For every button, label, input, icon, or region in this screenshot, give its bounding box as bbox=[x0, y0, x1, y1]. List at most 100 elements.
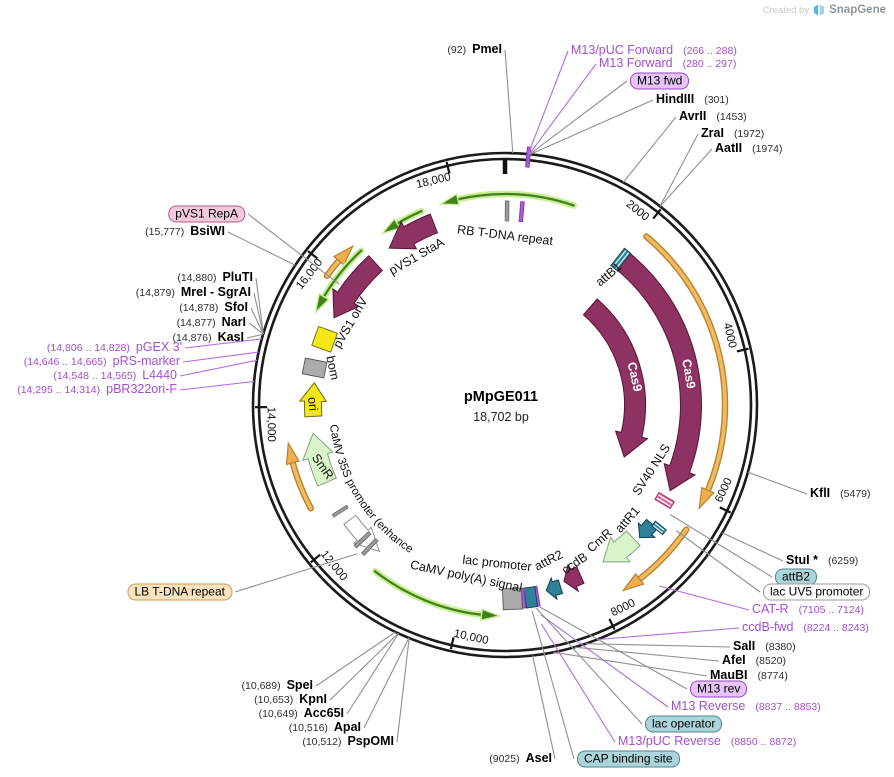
leader-apai bbox=[363, 637, 410, 729]
callout-stui[interactable]: StuI * (6259) bbox=[786, 553, 858, 569]
scale-tick-18000 bbox=[445, 161, 451, 174]
scale-tick-10000 bbox=[449, 637, 455, 650]
callout-spei[interactable]: (10,689) SpeI bbox=[241, 678, 313, 694]
callout-apai[interactable]: (10,516) ApaI bbox=[289, 720, 361, 736]
callout-prs-marker[interactable]: (14,646 .. 14,665) pRS-marker bbox=[24, 354, 180, 370]
pvs1-repa-arrow[interactable] bbox=[332, 255, 384, 319]
callout-aatii-coords: (1974) bbox=[752, 143, 783, 155]
callout-nari-name: NarI bbox=[221, 315, 246, 329]
lac-promoter-box[interactable] bbox=[523, 586, 538, 609]
sv40-nls-site[interactable] bbox=[654, 491, 675, 510]
callout-bsiwi[interactable]: (15,777) BsiWI bbox=[145, 224, 225, 240]
callout-pgex-3[interactable]: (14,806 .. 14,828) pGEX 3' bbox=[47, 340, 182, 356]
callout-cat-r[interactable]: CAT-R (7105 .. 7124) bbox=[752, 602, 864, 618]
callout-kfli[interactable]: KflI (5479) bbox=[810, 486, 871, 502]
scale-label-14000: 14,000 bbox=[265, 407, 277, 442]
callout-l4440[interactable]: (14,548 .. 14,565) L4440 bbox=[53, 368, 177, 384]
callout-m13-rev-box[interactable]: M13 rev bbox=[690, 680, 748, 698]
cas9-inner-arrow[interactable] bbox=[582, 298, 649, 458]
callout-pluti[interactable]: (14,880) PluTI bbox=[177, 270, 253, 286]
green-feature-arrow-1-core bbox=[456, 192, 575, 207]
ccdb-arrow[interactable] bbox=[563, 563, 585, 593]
pvs1-staa-arrow[interactable] bbox=[388, 213, 439, 250]
smr-arrow[interactable] bbox=[301, 432, 337, 487]
callout-nari[interactable]: (14,877) NarI bbox=[177, 315, 246, 331]
rb-primer-purple-tick[interactable] bbox=[518, 201, 525, 223]
orange-feature-arc-3-core bbox=[290, 461, 313, 511]
leader-lac-operator bbox=[535, 607, 643, 725]
lb-tdna-gray-tick-2[interactable] bbox=[353, 530, 372, 549]
attr1-hatch-stripe-1 bbox=[654, 522, 665, 532]
callout-lb-tdna-box[interactable]: LB T-DNA repeat bbox=[127, 583, 232, 601]
green-feature-arrow-1[interactable] bbox=[438, 190, 577, 209]
orange-feature-arc-4-head bbox=[332, 244, 355, 266]
callout-avrii[interactable]: AvrII (1453) bbox=[679, 109, 747, 125]
callout-bsiwi-coords: (15,777) bbox=[145, 226, 185, 238]
callout-pspomi[interactable]: (10,512) PspOMI bbox=[302, 734, 394, 750]
m13fwd-site-ring-tick[interactable] bbox=[525, 146, 532, 168]
callout-hindiii[interactable]: HindIII (301) bbox=[656, 92, 729, 108]
callout-sali-name: SalI bbox=[733, 639, 756, 653]
callout-kpni[interactable]: (10,653) KpnI bbox=[254, 692, 327, 708]
leader-afei bbox=[574, 646, 720, 662]
callout-pbr322ori-f[interactable]: (14,295 .. 14,314) pBR322ori-F bbox=[17, 382, 177, 398]
leader-pvs1-repa-box bbox=[247, 213, 340, 285]
callout-kfli-coords: (5479) bbox=[840, 488, 871, 500]
callout-asei-coords: (9025) bbox=[489, 753, 520, 765]
orange-feature-arc-3[interactable] bbox=[285, 441, 314, 512]
scale-tick-12000 bbox=[310, 553, 321, 564]
leader-attb2-box bbox=[669, 514, 773, 578]
orange-feature-arc-2[interactable] bbox=[621, 526, 690, 592]
leader-l4440 bbox=[179, 359, 258, 377]
leader-pmei bbox=[504, 49, 514, 154]
leader-lac-uv5-box bbox=[675, 529, 761, 593]
callout-kasi[interactable]: (14,876) KasI bbox=[172, 330, 244, 346]
green-feature-arrow-2[interactable] bbox=[380, 207, 425, 235]
promoter-gray-tick[interactable] bbox=[331, 504, 349, 518]
attr1-hatch[interactable] bbox=[651, 520, 667, 536]
orange-feature-arc-2-head bbox=[621, 572, 645, 592]
callout-nari-coords: (14,877) bbox=[176, 317, 216, 329]
attr2-arrow[interactable] bbox=[545, 576, 564, 601]
pvs1-oriv-box[interactable] bbox=[311, 325, 338, 353]
callout-acc65i[interactable]: (10,649) Acc65I bbox=[259, 706, 344, 722]
leader-mrei-sgrai bbox=[253, 292, 264, 334]
callout-aatii[interactable]: AatII (1974) bbox=[715, 141, 782, 157]
attr1-arrow[interactable] bbox=[637, 518, 659, 539]
callout-ccdb-fwd[interactable]: ccdB-fwd (8224 .. 8243) bbox=[742, 620, 869, 636]
callout-asei-name: AseI bbox=[525, 751, 552, 765]
callout-zrai[interactable]: ZraI (1972) bbox=[701, 126, 764, 142]
leader-aatii bbox=[659, 148, 713, 207]
callout-pmei[interactable]: (92) PmeI bbox=[447, 42, 502, 58]
cmr-arrow[interactable] bbox=[602, 530, 641, 563]
callout-maubi[interactable]: MauBI (8774) bbox=[710, 668, 788, 684]
callout-mrei-sgrai[interactable]: (14,879) MreI - SgrAI bbox=[136, 285, 251, 301]
bom-box[interactable] bbox=[301, 357, 328, 379]
attb1-site[interactable] bbox=[610, 247, 632, 272]
cas9-outer-arrow[interactable] bbox=[615, 252, 703, 492]
green-feature-arrow-3[interactable] bbox=[314, 247, 365, 315]
orange-feature-arc-4[interactable] bbox=[323, 244, 355, 279]
camv-polya-box[interactable] bbox=[502, 587, 523, 611]
orange-feature-arc-1[interactable] bbox=[643, 233, 729, 511]
rb-tdna-gray-tick[interactable] bbox=[504, 200, 510, 222]
ori-arrow[interactable] bbox=[298, 382, 328, 418]
callout-m13-reverse[interactable]: M13 Reverse (8837 .. 8853) bbox=[671, 699, 821, 715]
green-feature-arrow-4[interactable] bbox=[371, 568, 502, 622]
leader-spei bbox=[315, 631, 396, 687]
callout-m13-fwd-box[interactable]: M13 fwd bbox=[630, 72, 690, 90]
callout-m13-puc-fwd[interactable]: M13/pUC Forward (266 .. 288) bbox=[571, 43, 737, 59]
callout-asei[interactable]: (9025) AseI bbox=[489, 751, 552, 767]
callout-afei[interactable]: AfeI (8520) bbox=[722, 653, 786, 669]
callout-lac-uv5-box[interactable]: lac UV5 promoter bbox=[763, 583, 871, 601]
callout-pvs1-repa-box[interactable]: pVS1 RepA bbox=[168, 205, 245, 223]
callout-pspomi-name: PspOMI bbox=[347, 734, 394, 748]
lb-tdna-gray-tick-1[interactable] bbox=[360, 537, 379, 556]
callout-m13-forward[interactable]: M13 Forward (280 .. 297) bbox=[599, 56, 736, 72]
callout-sali[interactable]: SalI (8380) bbox=[733, 639, 796, 655]
callout-ccdb-fwd-coords: (8224 .. 8243) bbox=[803, 622, 869, 634]
callout-lac-operator[interactable]: lac operator bbox=[645, 715, 723, 733]
callout-cap-binding[interactable]: CAP binding site bbox=[577, 750, 680, 768]
callout-m13-puc-rev[interactable]: M13/pUC Reverse (8850 .. 8872) bbox=[618, 734, 796, 750]
callout-sfoi[interactable]: (14,878) SfoI bbox=[179, 300, 248, 316]
